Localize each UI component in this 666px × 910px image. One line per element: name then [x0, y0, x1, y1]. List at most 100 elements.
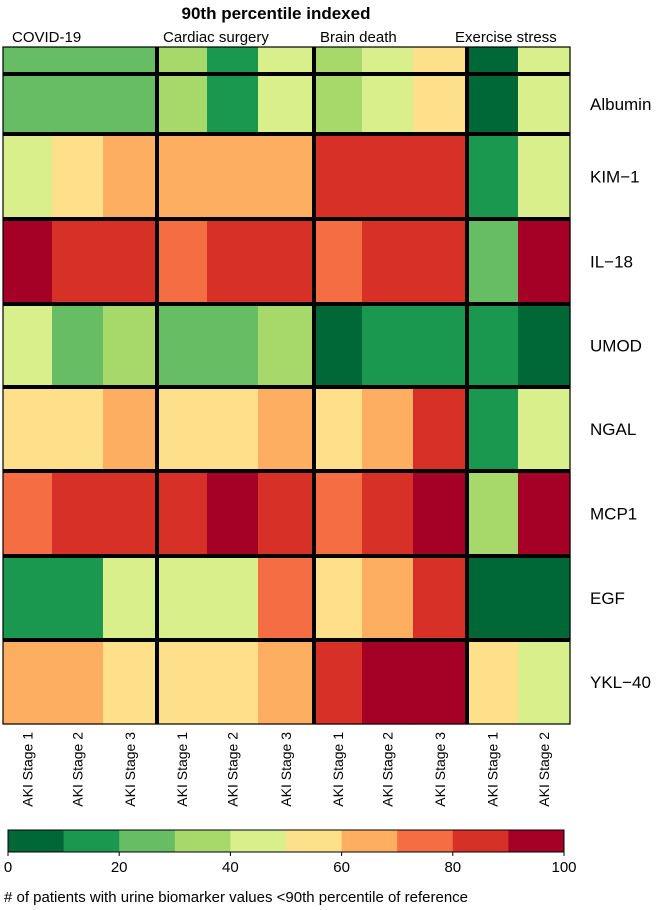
column-label: AKI Stage 1 — [174, 732, 190, 807]
legend-swatch — [286, 830, 343, 852]
heatmap-cell-r4-c5 — [258, 304, 315, 388]
heatmap-cell-r6-c6 — [314, 471, 363, 557]
group-label-exercise: Exercise stress — [455, 29, 557, 46]
heatmap-cell-r4-c8 — [413, 304, 468, 388]
heatmap-cell-r7-c8 — [413, 556, 468, 641]
heatmap-cell-r6-c9 — [467, 471, 519, 557]
heatmap-cell-r6-c5 — [258, 471, 315, 557]
heatmap-cell-r8-c1 — [52, 640, 104, 725]
legend-tick-label: 80 — [444, 859, 461, 876]
heatmap-cell-r8-c0 — [3, 640, 53, 725]
group-label-cardiac: Cardiac surgery — [163, 29, 269, 46]
heatmap-cell-r0-c5 — [258, 47, 315, 75]
column-label: AKI Stage 3 — [432, 732, 448, 807]
column-label: AKI Stage 2 — [225, 732, 241, 807]
heatmap-cell-r8-c5 — [258, 640, 315, 725]
column-label: AKI Stage 3 — [278, 732, 294, 807]
heatmap-cell-r5-c3 — [157, 387, 208, 472]
heatmap-cell-r4-c3 — [157, 304, 208, 388]
heatmap-cell-r0-c8 — [413, 47, 468, 75]
heatmap-cell-r6-c10 — [518, 471, 571, 557]
heatmap-cell-r6-c0 — [3, 471, 53, 557]
heatmap-cell-r8-c7 — [362, 640, 414, 725]
row-label: EGF — [590, 589, 625, 608]
row-label: IL−18 — [590, 253, 633, 272]
legend-swatch — [119, 830, 176, 852]
heatmap-cell-r3-c10 — [518, 219, 571, 305]
heatmap-cell-r6-c8 — [413, 471, 468, 557]
heatmap-cell-r7-c4 — [207, 556, 259, 641]
heatmap-cell-r3-c8 — [413, 219, 468, 305]
row-label: Albumin — [590, 95, 651, 114]
heatmap-cell-r5-c6 — [314, 387, 363, 472]
heatmap-cell-r2-c8 — [413, 134, 468, 220]
heatmap-cell-r5-c2 — [103, 387, 158, 472]
legend-tick-label: 20 — [111, 859, 128, 876]
chart-title: 90th percentile indexed — [182, 4, 371, 23]
legend-tick-label: 60 — [333, 859, 350, 876]
heatmap-cell-r0-c6 — [314, 47, 363, 75]
column-label: AKI Stage 1 — [20, 732, 36, 807]
heatmap-cell-r2-c9 — [467, 134, 519, 220]
row-labels: Albumin KIM−1 IL−18 UMOD NGAL MCP1 EGF YKL−40 — [590, 95, 651, 692]
heatmap-cell-r5-c4 — [207, 387, 259, 472]
column-label: AKI Stage 2 — [380, 732, 396, 807]
heatmap-cell-r2-c2 — [103, 134, 158, 220]
row-label: KIM−1 — [590, 168, 640, 187]
heatmap-cell-r0-c10 — [518, 47, 571, 75]
separator-lines — [2, 46, 571, 725]
heatmap-cell-r0-c9 — [467, 47, 519, 75]
group-labels: COVID-19 Cardiac surgery Brain death Exe… — [12, 29, 557, 46]
heatmap-cell-r5-c8 — [413, 387, 468, 472]
heatmap-cell-r5-c7 — [362, 387, 414, 472]
heatmap-cell-r7-c1 — [52, 556, 104, 641]
heatmap-cell-r1-c5 — [258, 74, 315, 135]
row-label: NGAL — [590, 420, 636, 439]
heatmap-cell-r7-c0 — [3, 556, 53, 641]
legend-tick-label: 100 — [551, 859, 576, 876]
heatmap-cell-r2-c4 — [207, 134, 259, 220]
column-label: AKI Stage 3 — [122, 732, 138, 807]
row-label: UMOD — [590, 337, 642, 356]
heatmap-cell-r0-c2 — [103, 47, 158, 75]
heatmap-cell-r7-c7 — [362, 556, 414, 641]
group-label-covid: COVID-19 — [12, 29, 81, 46]
heatmap-cell-r3-c5 — [258, 219, 315, 305]
heatmap-cell-r1-c8 — [413, 74, 468, 135]
heatmap-cell-r5-c10 — [518, 387, 571, 472]
heatmap-cell-r8-c2 — [103, 640, 158, 725]
legend-swatch — [508, 830, 565, 852]
heatmap-cell-r4-c9 — [467, 304, 519, 388]
legend-swatch — [230, 830, 287, 852]
heatmap-cell-r2-c6 — [314, 134, 363, 220]
heatmap-cell-r1-c9 — [467, 74, 519, 135]
heatmap-cell-r8-c9 — [467, 640, 519, 725]
legend-border — [7, 829, 565, 853]
heatmap-cell-r3-c2 — [103, 219, 158, 305]
heatmap-cell-r8-c4 — [207, 640, 259, 725]
column-label: AKI Stage 2 — [536, 732, 552, 807]
heatmap-cell-r8-c8 — [413, 640, 468, 725]
heatmap-cell-r1-c4 — [207, 74, 259, 135]
legend-swatch — [397, 830, 454, 852]
heatmap-cell-r1-c0 — [3, 74, 53, 135]
heatmap-cell-r4-c6 — [314, 304, 363, 388]
plot-border — [2, 46, 571, 725]
heatmap-cell-r6-c3 — [157, 471, 208, 557]
heatmap-cell-r2-c0 — [3, 134, 53, 220]
heatmap-cell-r3-c1 — [52, 219, 104, 305]
column-label: AKI Stage 1 — [485, 732, 501, 807]
heatmap-cell-r0-c7 — [362, 47, 414, 75]
heatmap-cell-r7-c5 — [258, 556, 315, 641]
heatmap-cell-r7-c2 — [103, 556, 158, 641]
heatmap-cell-r1-c2 — [103, 74, 158, 135]
heatmap-cell-r2-c1 — [52, 134, 104, 220]
heatmap-cell-r8-c3 — [157, 640, 208, 725]
heatmap-cell-r4-c2 — [103, 304, 158, 388]
heatmap-cell-r7-c9 — [467, 556, 519, 641]
heatmap-cell-r4-c7 — [362, 304, 414, 388]
group-label-brain: Brain death — [320, 29, 397, 46]
heatmap-cell-r3-c9 — [467, 219, 519, 305]
heatmap-cell-r5-c9 — [467, 387, 519, 472]
heatmap-cell-r0-c1 — [52, 47, 104, 75]
